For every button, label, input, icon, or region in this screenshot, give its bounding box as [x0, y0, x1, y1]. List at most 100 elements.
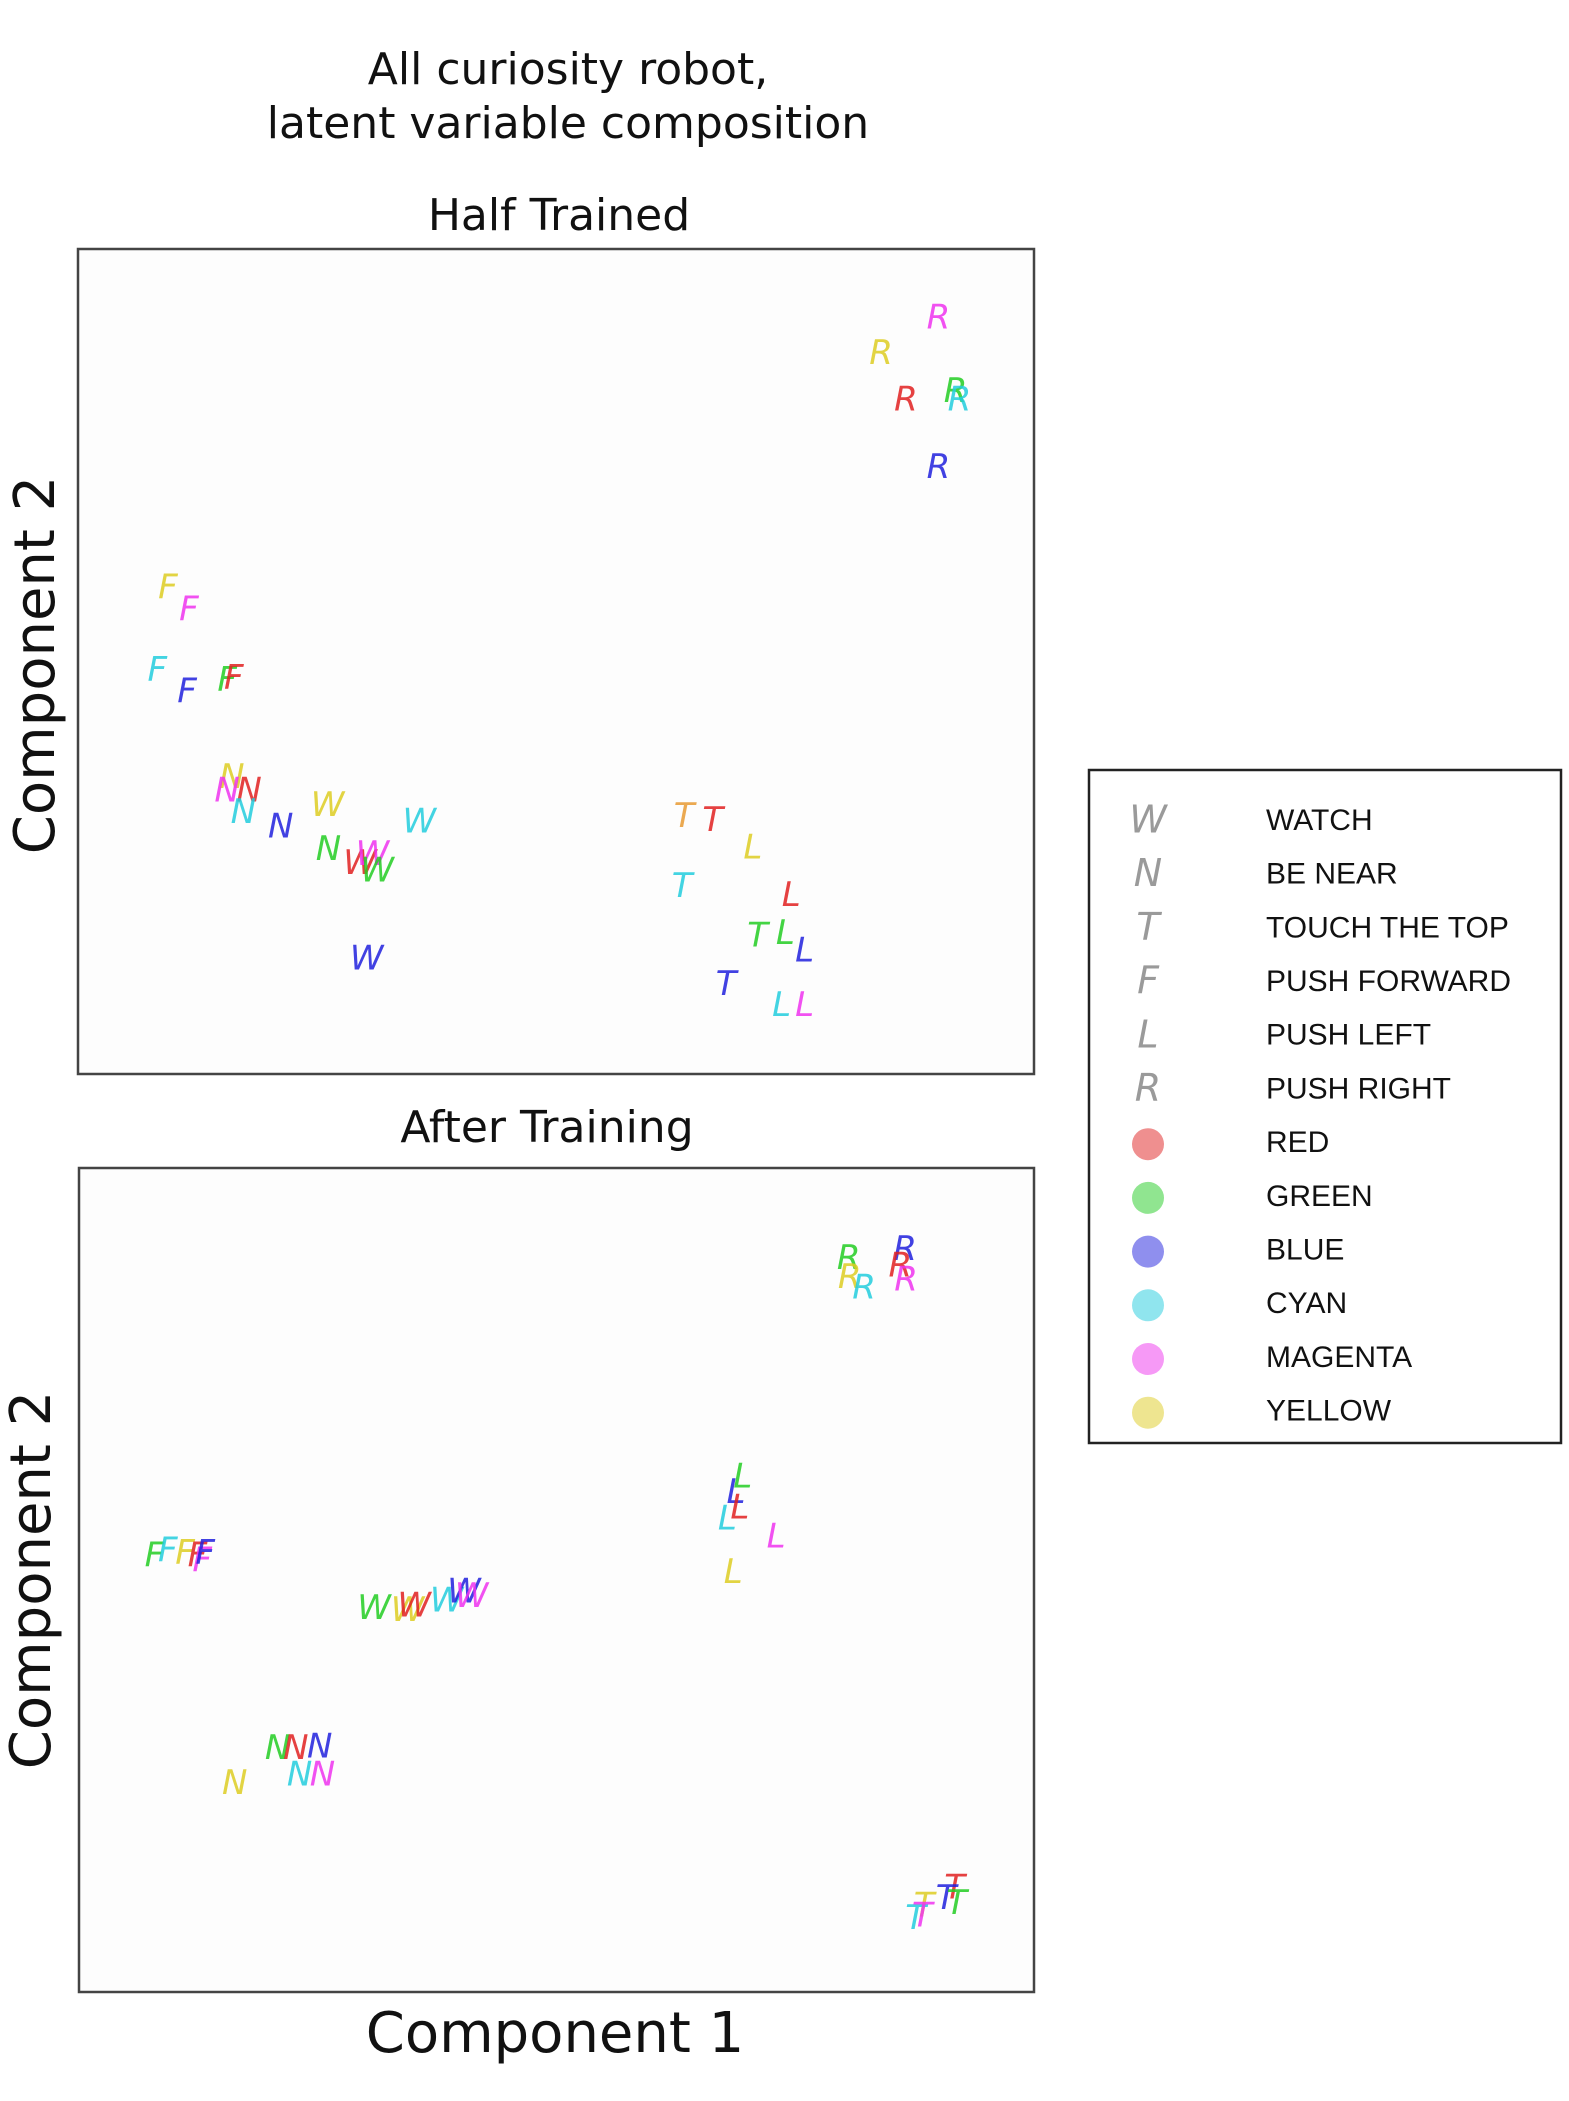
legend-label-cyan: CYAN: [1266, 1287, 1347, 1320]
point-F-yellow-p2: F: [175, 1533, 195, 1573]
point-T-yellow-p2: T: [914, 1886, 937, 1926]
point-W-yellow-p2: W: [391, 1590, 426, 1630]
legend-label-blue: BLUE: [1266, 1234, 1344, 1267]
legend-swatch-yellow: [1132, 1396, 1164, 1429]
legend-label-push-right: PUSH RIGHT: [1266, 1072, 1451, 1105]
legend-swatch-cyan: [1132, 1289, 1164, 1322]
point-R-green-p1: R: [944, 371, 968, 411]
point-W-red-p2: W: [397, 1586, 432, 1626]
point-R-cyan-p1: R: [948, 379, 972, 419]
point-W-blue-p1: W: [350, 939, 385, 979]
point-F-blue-p2: F: [195, 1533, 215, 1573]
point-L-magenta-p2: L: [767, 1517, 786, 1557]
point-L-cyan-p1: L: [772, 985, 791, 1025]
legend-swatch-blue: [1132, 1235, 1164, 1268]
point-R-red-p1: R: [894, 379, 918, 419]
legend-marker-W: W: [1129, 798, 1168, 842]
point-L-yellow-p1: L: [743, 827, 762, 867]
point-F-yellow-p1: F: [158, 567, 178, 607]
legend: W WATCH N BE NEAR T TOUCH THE TOP F PUSH FORWAR…: [1087, 768, 1563, 1445]
point-W-blue-p2: W: [447, 1572, 482, 1612]
point-T-red-p2: T: [944, 1868, 967, 1908]
point-F-blue-p1: F: [177, 671, 197, 711]
legend-label-green: GREEN: [1266, 1180, 1373, 1213]
point-R-yellow-p1: R: [869, 333, 893, 373]
point-L-magenta-p1: L: [795, 985, 814, 1025]
point-F-cyan-p2: F: [158, 1531, 178, 1571]
point-L-green-p2: L: [733, 1456, 752, 1496]
legend-label-yellow: YELLOW: [1266, 1395, 1392, 1428]
legend-label-magenta: MAGENTA: [1266, 1341, 1412, 1374]
point-L-red-p1: L: [782, 875, 801, 915]
point-T-green-p1: T: [747, 916, 770, 956]
point-R-cyan-p2: R: [852, 1268, 876, 1308]
point-L-cyan-p2: L: [718, 1498, 737, 1538]
legend-marker-R: R: [1135, 1066, 1161, 1110]
point-F-green-p2: F: [145, 1535, 165, 1575]
point-R-magenta-p1: R: [927, 298, 951, 338]
panel-title-half-trained: Half Trained: [428, 190, 690, 241]
legend-swatch-magenta: [1132, 1343, 1164, 1375]
chart-title-line-2: latent variable composition: [267, 98, 869, 149]
legend-marker-F: F: [1137, 959, 1160, 1003]
y-axis-label-bottom: Component 2: [0, 1391, 64, 1770]
point-T-blue-p1: T: [716, 964, 739, 1004]
legend-frame: [1087, 768, 1563, 1445]
y-axis-label-top: Component 2: [3, 476, 68, 855]
legend-marker-N: N: [1134, 851, 1162, 895]
point-L-green-p1: L: [776, 913, 795, 953]
legend-label-push-left: PUSH LEFT: [1266, 1019, 1431, 1052]
point-R-blue-p2: R: [893, 1229, 917, 1269]
point-L-blue-p1: L: [795, 930, 814, 970]
point-F-green-p1: F: [217, 660, 237, 700]
point-R-magenta-p2: R: [894, 1259, 918, 1299]
legend-marker-T: T: [1136, 905, 1162, 949]
point-F-magenta-p2: F: [192, 1540, 212, 1580]
legend-marker-L: L: [1137, 1012, 1158, 1056]
point-F-cyan-p1: F: [148, 650, 168, 690]
point-N-magenta-p1: N: [214, 770, 239, 810]
point-N-yellow-p2: N: [222, 1763, 247, 1803]
point-W-red-p1: W: [343, 843, 378, 883]
legend-label-touch-the-top: TOUCH THE TOP: [1266, 911, 1509, 944]
point-F-magenta-p1: F: [179, 590, 199, 630]
point-R-green-p2: R: [837, 1238, 861, 1278]
point-N-magenta-p2: N: [310, 1755, 335, 1795]
point-W-green-p1: W: [360, 850, 395, 890]
chart-title-line-1: All curiosity robot,: [368, 44, 768, 95]
point-T-orange-p1: T: [674, 796, 697, 836]
legend-label-be-near: BE NEAR: [1266, 858, 1398, 891]
point-R-yellow-p2: R: [838, 1257, 862, 1297]
point-L-red-p2: L: [730, 1488, 749, 1528]
legend-swatch-red: [1132, 1128, 1164, 1161]
point-F-red-p2: F: [188, 1535, 208, 1575]
point-T-green-p2: T: [946, 1883, 969, 1923]
point-T-cyan-p2: T: [905, 1898, 928, 1938]
panel-frame-after-training: [77, 1166, 1036, 1994]
point-N-cyan-p2: N: [287, 1755, 312, 1795]
point-N-red-p2: N: [283, 1728, 308, 1768]
point-F-red-p1: F: [224, 658, 244, 698]
point-W-magenta-p2: W: [455, 1576, 490, 1616]
point-N-green-p2: N: [265, 1728, 290, 1768]
point-N-yellow-p1: N: [219, 757, 244, 797]
point-R-red-p2: R: [888, 1245, 912, 1285]
panel-title-after-training: After Training: [400, 1102, 693, 1153]
point-N-blue-p1: N: [268, 807, 293, 847]
point-W-magenta-p1: W: [356, 834, 391, 874]
legend-swatch-green: [1132, 1181, 1164, 1214]
point-T-red-p1: T: [702, 800, 725, 840]
point-L-blue-p2: L: [727, 1472, 746, 1512]
point-W-green-p2: W: [357, 1588, 392, 1628]
legend-label-watch: WATCH: [1266, 804, 1373, 837]
x-axis-label: Component 1: [366, 2001, 745, 2066]
point-L-yellow-p2: L: [724, 1552, 743, 1592]
legend-label-push-forward: PUSH FORWARD: [1266, 965, 1511, 998]
point-W-yellow-p1: W: [311, 785, 346, 825]
point-T-magenta-p2: T: [912, 1896, 935, 1936]
panel-frame-half-trained: [76, 247, 1036, 1076]
point-W-cyan-p1: W: [402, 802, 437, 842]
legend-label-red: RED: [1266, 1126, 1329, 1159]
